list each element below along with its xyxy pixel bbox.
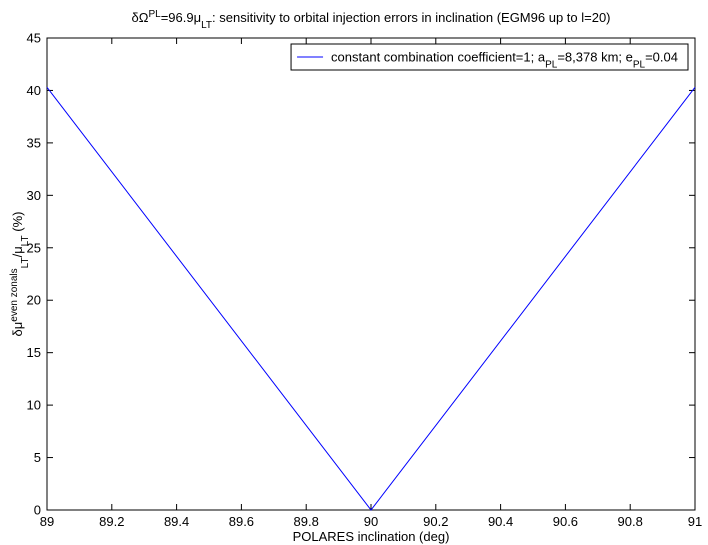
y-axis-label-part: /μ <box>10 246 25 257</box>
chart-title-part: : sensitivity to orbital injection error… <box>212 10 611 25</box>
y-axis-label: δμeven zonalsLT/μLT (%) <box>9 212 31 337</box>
x-tick-label: 91 <box>688 514 702 529</box>
y-tick-label: 30 <box>27 188 41 203</box>
x-tick-label: 90.6 <box>553 514 578 529</box>
x-tick-label: 89 <box>40 514 54 529</box>
y-tick-label: 35 <box>27 135 41 150</box>
chart-title-part: δΩ <box>131 10 148 25</box>
legend-label-part: constant combination coefficient=1; a <box>331 50 546 65</box>
y-tick-label: 5 <box>34 450 41 465</box>
y-tick-label: 0 <box>34 503 41 518</box>
x-axis-label-part: POLARES inclination (deg) <box>293 529 450 544</box>
y-axis-label-part: LT <box>20 235 31 246</box>
x-tick-label: 89.4 <box>164 514 189 529</box>
y-tick-label: 45 <box>27 31 41 46</box>
x-tick-label: 89.8 <box>294 514 319 529</box>
legend-label-part: PL <box>545 59 558 70</box>
y-tick-label: 10 <box>27 398 41 413</box>
x-tick-label: 90 <box>364 514 378 529</box>
y-axis-label-part: even zonals <box>9 268 20 321</box>
chart-title: δΩPL=96.9μLT: sensitivity to orbital inj… <box>131 9 610 31</box>
x-tick-label: 90.2 <box>423 514 448 529</box>
y-axis-label-part: (%) <box>10 212 25 236</box>
plot-area <box>46 37 696 511</box>
x-axis-label: POLARES inclination (deg) <box>293 529 450 544</box>
x-tick-label: 89.2 <box>99 514 124 529</box>
data-line <box>46 86 696 511</box>
y-tick-label: 40 <box>27 83 41 98</box>
x-tick-label: 89.6 <box>229 514 254 529</box>
y-axis-label-part: δμ <box>10 322 25 337</box>
chart-title-part: PL <box>148 9 161 20</box>
legend-box <box>290 43 689 71</box>
chart-title-part: =96.9μ <box>161 10 201 25</box>
legend-label-part: PL <box>633 59 646 70</box>
chart-title-part: LT <box>201 20 212 31</box>
y-tick-label: 20 <box>27 293 41 308</box>
x-tick-label: 90.8 <box>618 514 643 529</box>
x-tick-label: 90.4 <box>488 514 513 529</box>
legend-label: constant combination coefficient=1; aPL=… <box>331 50 678 71</box>
y-tick-label: 15 <box>27 345 41 360</box>
legend-label-part: =0.04 <box>645 50 678 65</box>
y-tick-label: 25 <box>27 240 41 255</box>
y-axis-label-part: LT <box>20 257 31 268</box>
legend-label-part: =8,378 km; e <box>557 50 633 65</box>
